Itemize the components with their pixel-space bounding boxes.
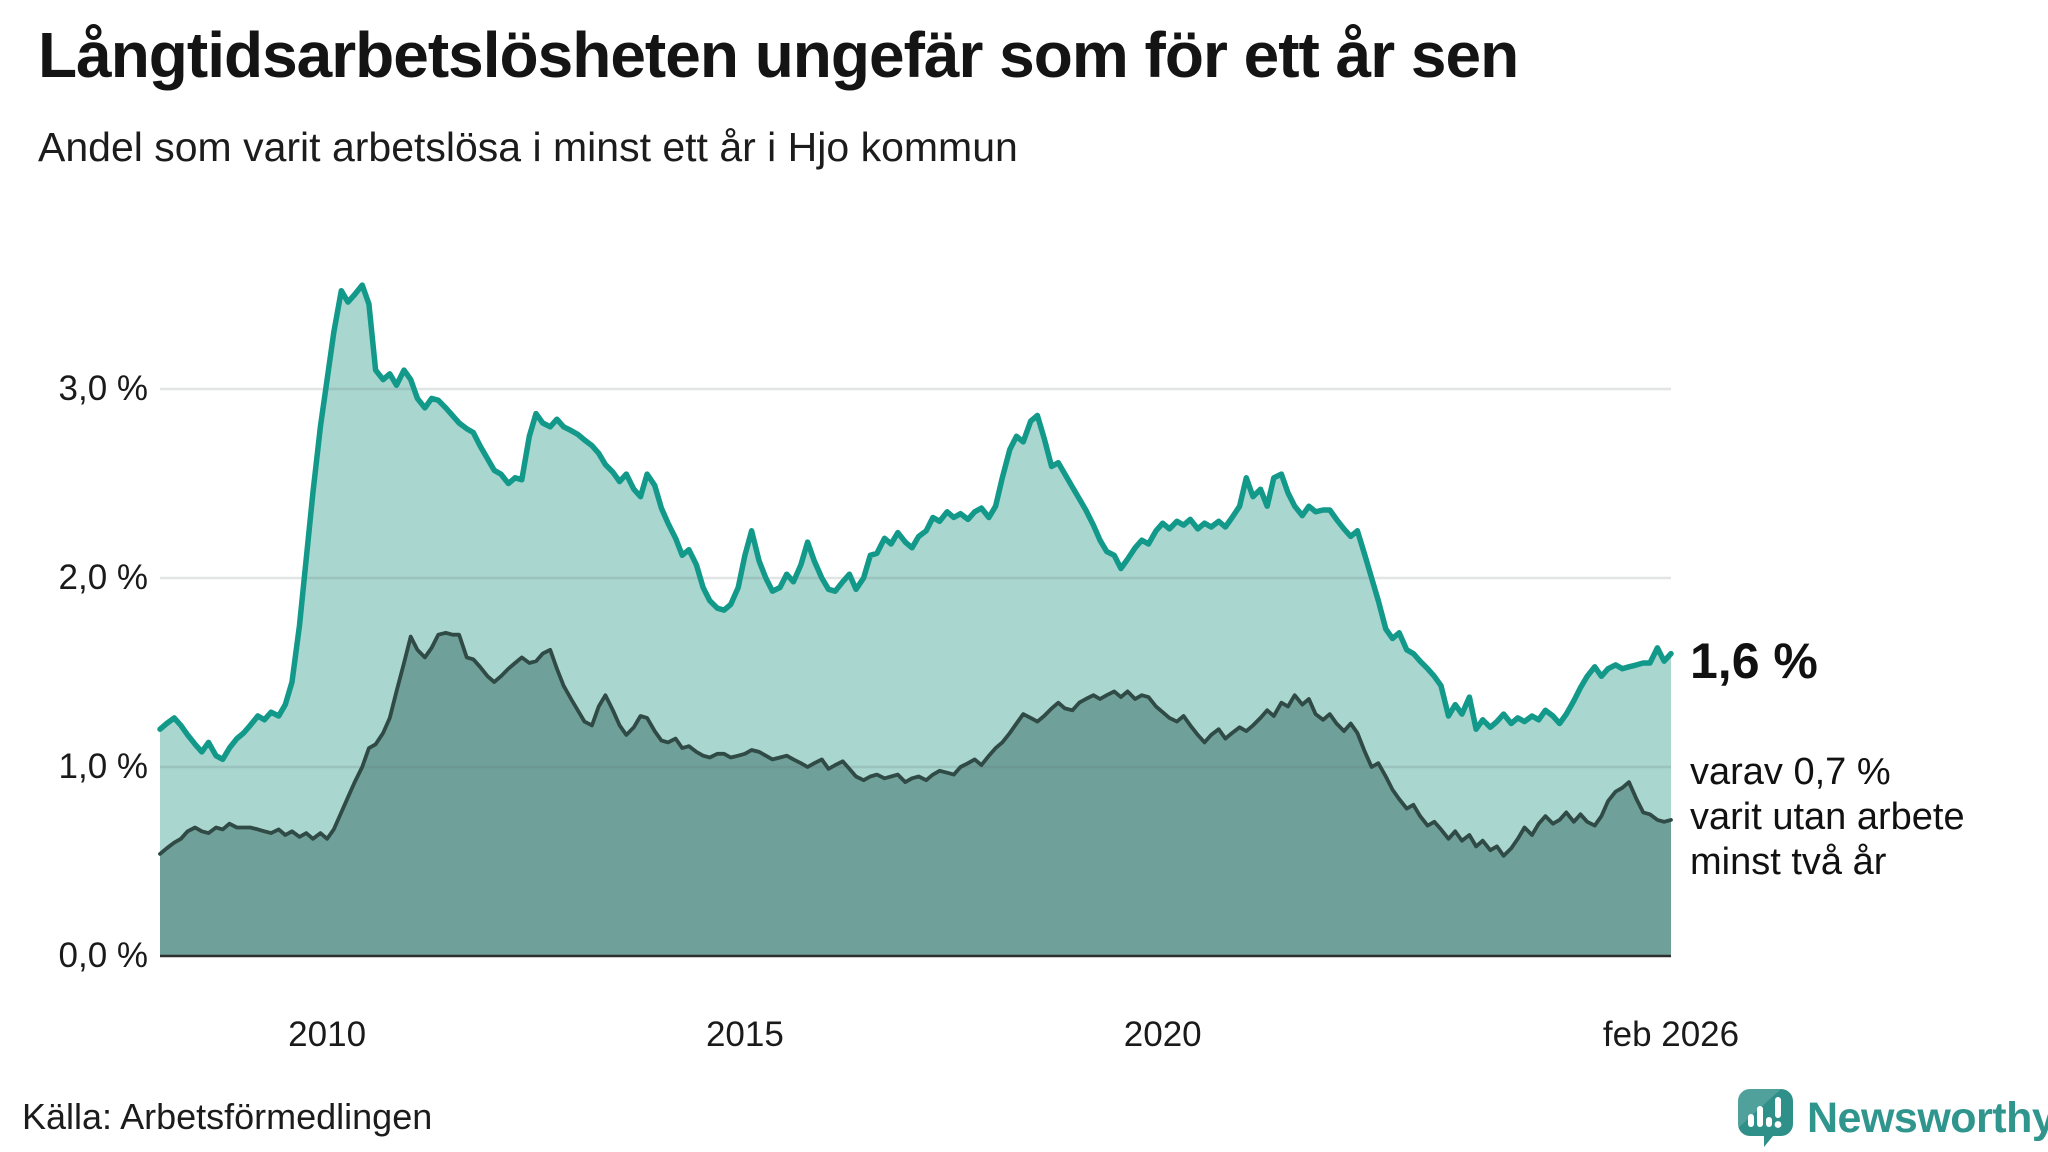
brand-name: Newsworthy xyxy=(1807,1094,2048,1142)
line-min-two-years xyxy=(158,630,1673,858)
line-min-one-year xyxy=(157,282,1674,763)
page-subtitle: Andel som varit arbetslösa i minst ett å… xyxy=(38,124,1018,170)
x-axis-tick-label: 2015 xyxy=(705,1015,784,1054)
newsworthy-logo-icon xyxy=(1738,1089,1793,1147)
source-note: Källa: Arbetsförmedlingen xyxy=(22,1096,433,1137)
area-fill-min-two-years xyxy=(160,632,1671,956)
brand-logo: Newsworthy xyxy=(1737,1088,2048,1148)
x-axis-tick-label: 2010 xyxy=(288,1015,367,1054)
x-axis-tick-label: feb 2026 xyxy=(1602,1015,1740,1054)
series2-annotation: varav 0,7 % varit utan arbete minst två … xyxy=(1690,751,1965,883)
y-axis-tick-label: 2,0 % xyxy=(58,558,149,597)
y-axis-tick-label: 0,0 % xyxy=(58,936,149,975)
series-end-value-label: 1,6 % xyxy=(1690,633,1818,689)
x-axis-tick-label: 2020 xyxy=(1123,1015,1202,1054)
y-axis-tick-label: 3,0 % xyxy=(58,369,149,408)
page-title: Långtidsarbetslösheten ungefär som för e… xyxy=(38,19,1519,91)
y-axis-tick-label: 1,0 % xyxy=(58,747,149,786)
